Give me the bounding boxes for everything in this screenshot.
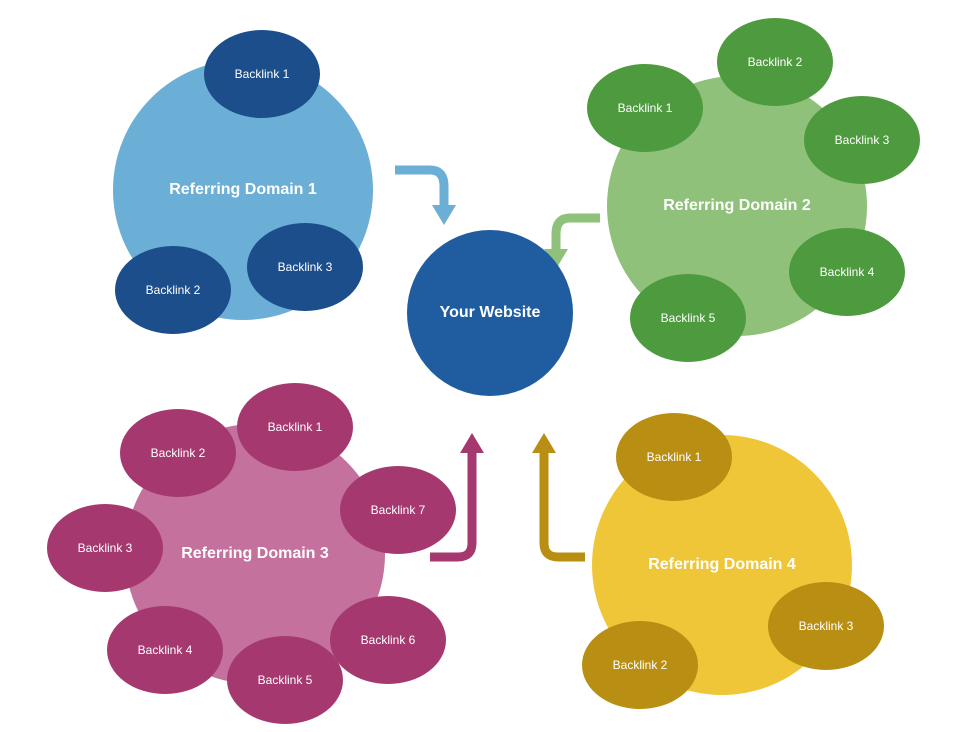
center-label: Your Website xyxy=(440,304,541,322)
diagram-stage: Referring Domain 1 Backlink 1 Backlink 2… xyxy=(0,0,956,732)
center-website-node: Your Website xyxy=(407,230,573,396)
